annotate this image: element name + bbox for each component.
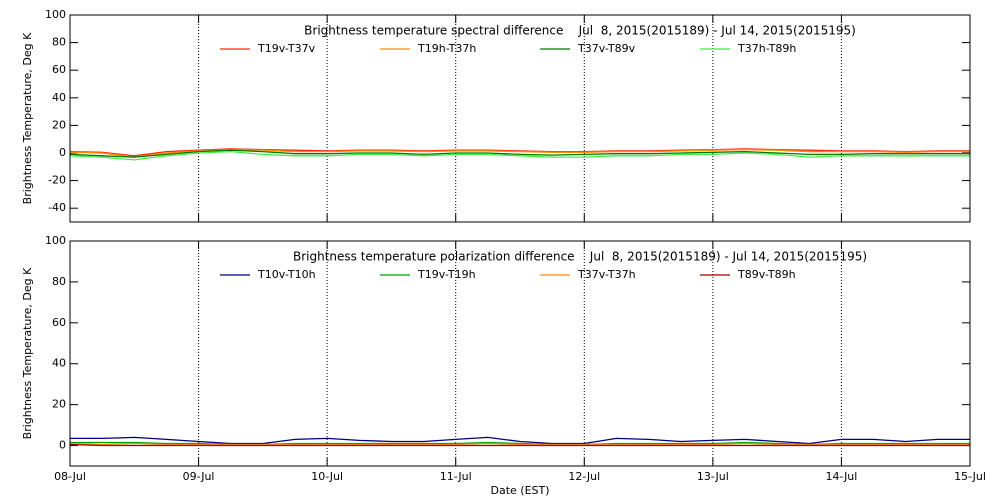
x-tick-label: 08-Jul	[54, 470, 86, 483]
x-axis-label: Date (EST)	[490, 484, 549, 497]
y-tick-label: 0	[59, 146, 66, 159]
legend-label: T37v-T37h	[577, 268, 636, 281]
legend-label: T89v-T89h	[737, 268, 796, 281]
plot-frame	[69, 240, 971, 467]
legend-label: T19h-T37h	[417, 42, 476, 55]
x-tick-label: 10-Jul	[311, 470, 343, 483]
legend-label: T37v-T89v	[577, 42, 636, 55]
y-axis-label: Brightness Temperature, Deg K	[21, 267, 34, 439]
y-tick-label: 100	[45, 8, 66, 21]
x-tick-label: 12-Jul	[568, 470, 600, 483]
y-tick-label: -20	[48, 174, 66, 187]
plot-frame	[69, 14, 971, 223]
series-line	[69, 442, 970, 446]
y-tick-label: 20	[52, 398, 66, 411]
series-line	[69, 149, 970, 158]
legend-label: T19v-T37v	[257, 42, 316, 55]
y-tick-label: 40	[52, 91, 66, 104]
y-tick-label: 60	[52, 316, 66, 329]
y-tick-label: 40	[52, 357, 66, 370]
legend-label: T10v-T10h	[257, 268, 316, 281]
y-tick-label: 0	[59, 439, 66, 452]
series-line	[69, 150, 970, 161]
x-tick-label: 09-Jul	[183, 470, 215, 483]
y-tick-label: -40	[48, 201, 66, 214]
legend-label: T37h-T89h	[737, 42, 796, 55]
chart-title: Brightness temperature polarization diff…	[293, 250, 867, 264]
x-tick-label: 11-Jul	[440, 470, 472, 483]
x-tick-label: 15-Jul	[954, 470, 986, 483]
series-line	[70, 436, 970, 445]
x-tick-label: 14-Jul	[825, 470, 857, 483]
y-tick-label: 80	[52, 275, 66, 288]
series-line	[69, 148, 970, 157]
y-tick-label: 100	[45, 234, 66, 247]
y-tick-label: 20	[52, 118, 66, 131]
x-tick-label: 13-Jul	[697, 470, 729, 483]
legend-label: T19v-T19h	[417, 268, 476, 281]
chart-title: Brightness temperature spectral differen…	[304, 24, 856, 38]
y-axis-label: Brightness Temperature, Deg K	[21, 32, 34, 204]
series-line	[69, 443, 970, 447]
y-tick-label: 60	[52, 63, 66, 76]
y-tick-label: 80	[52, 36, 66, 49]
